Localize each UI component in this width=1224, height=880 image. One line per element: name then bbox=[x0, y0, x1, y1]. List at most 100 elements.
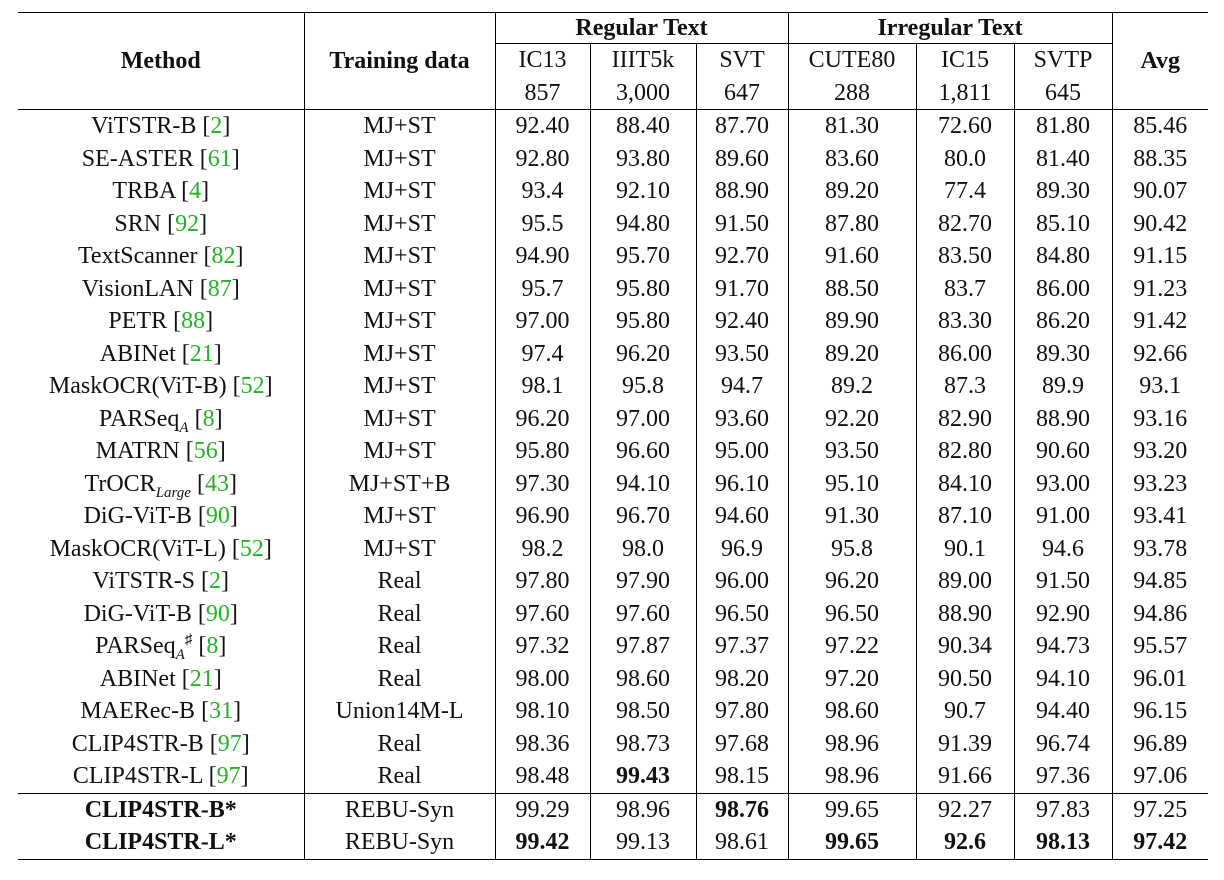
method-name: TRBA bbox=[112, 178, 176, 205]
score-cell: 89.00 bbox=[916, 565, 1015, 598]
citation-link[interactable]: 8 bbox=[206, 633, 219, 660]
method-cell: ABINet [21] bbox=[18, 337, 305, 370]
citation-link[interactable]: 82 bbox=[211, 243, 236, 270]
training-data-cell: Union14M-L bbox=[304, 695, 496, 728]
score-cell: 87.70 bbox=[696, 109, 789, 143]
score-cell: 89.9 bbox=[1014, 370, 1113, 403]
results-table-wrapper: Method Training data Regular Text Irregu… bbox=[18, 12, 1209, 860]
score-cell: 92.80 bbox=[495, 142, 591, 175]
score-cell: 88.90 bbox=[916, 597, 1015, 630]
score-cell: 98.50 bbox=[590, 695, 697, 728]
score-cell: 91.30 bbox=[788, 500, 917, 533]
score-cell: 96.20 bbox=[590, 337, 697, 370]
header-training-data: Training data bbox=[304, 12, 496, 110]
training-data-cell: MJ+ST bbox=[304, 435, 496, 468]
avg-cell: 88.35 bbox=[1133, 145, 1188, 172]
table-row: SRN [92] MJ+ST 95.5 94.80 91.50 87.80 82.70 85.… bbox=[18, 207, 1208, 240]
training-data-cell: MJ+ST bbox=[304, 175, 496, 208]
method-superscript: ♯ bbox=[184, 632, 193, 649]
citation-link[interactable]: 52 bbox=[240, 373, 265, 400]
citation-link[interactable]: 52 bbox=[239, 535, 264, 562]
table-row: MAERec-B [31] Union14M-L 98.10 98.50 97.80 98… bbox=[18, 695, 1208, 728]
score-cell: 99.65 bbox=[788, 792, 917, 826]
score-cell: 96.00 bbox=[696, 565, 789, 598]
avg-cell: 93.23 bbox=[1133, 470, 1188, 497]
training-data-cell: MJ+ST bbox=[304, 207, 496, 240]
score-cell: 96.9 bbox=[696, 532, 789, 565]
table-row: CLIP4STR-B* REBU-Syn 99.29 98.96 98.76 99.65 9… bbox=[18, 792, 1209, 826]
citation-link[interactable]: 43 bbox=[204, 470, 229, 497]
citation-link[interactable]: 87 bbox=[207, 275, 232, 302]
score-cell: 87.10 bbox=[916, 500, 1015, 533]
training-data-cell: MJ+ST bbox=[304, 370, 496, 403]
score-cell: 95.70 bbox=[590, 240, 697, 273]
method-name: TrOCR bbox=[84, 470, 156, 497]
score-cell: 93.50 bbox=[696, 337, 789, 370]
method-cell: ABINet [21] bbox=[18, 662, 305, 695]
score-cell: 92.70 bbox=[696, 240, 789, 273]
training-data-cell: REBU-Syn bbox=[304, 826, 496, 859]
score-cell: 84.10 bbox=[916, 467, 1015, 500]
header-count-svt: 647 bbox=[696, 76, 789, 110]
avg-cell: 85.46 bbox=[1133, 113, 1188, 140]
citation-link[interactable]: 8 bbox=[202, 405, 215, 432]
method-name: ABINet bbox=[99, 340, 176, 367]
header-col-ic15: IC15 bbox=[916, 43, 1015, 77]
method-cell: TrOCRLarge [43] bbox=[18, 467, 305, 501]
citation-link[interactable]: 97 bbox=[217, 730, 242, 757]
citation-link[interactable]: 2 bbox=[210, 113, 223, 140]
score-cell: 88.90 bbox=[1014, 402, 1113, 435]
score-cell: 98.2 bbox=[495, 532, 591, 565]
citation-link[interactable]: 90 bbox=[205, 600, 230, 627]
citation-link[interactable]: 56 bbox=[193, 438, 218, 465]
score-cell: 72.60 bbox=[916, 109, 1015, 143]
header-col-svtp: SVTP bbox=[1014, 43, 1113, 77]
score-cell: 93.60 bbox=[696, 402, 789, 435]
score-cell: 98.36 bbox=[495, 727, 591, 760]
method-cell: CLIP4STR-L [97] bbox=[18, 760, 305, 793]
score-cell: 86.00 bbox=[916, 337, 1015, 370]
training-data-cell: MJ+ST bbox=[304, 305, 496, 338]
table-row: CLIP4STR-L [97] Real 98.48 99.43 98.15 98.96 9… bbox=[18, 760, 1208, 793]
citation-link[interactable]: 21 bbox=[189, 665, 214, 692]
score-cell: 82.90 bbox=[916, 402, 1015, 435]
method-cell: ViTSTR-S [2] bbox=[18, 565, 305, 598]
score-cell: 89.2 bbox=[788, 370, 917, 403]
score-cell: 93.4 bbox=[495, 175, 591, 208]
score-cell: 92.90 bbox=[1014, 597, 1113, 630]
avg-cell: 93.1 bbox=[1139, 373, 1182, 400]
score-cell: 83.7 bbox=[916, 272, 1015, 305]
score-cell: 97.00 bbox=[495, 305, 591, 338]
score-cell: 92.40 bbox=[696, 305, 789, 338]
score-cell: 82.70 bbox=[916, 207, 1015, 240]
score-cell: 98.60 bbox=[788, 695, 917, 728]
score-cell: 98.1 bbox=[495, 370, 591, 403]
citation-link[interactable]: 4 bbox=[189, 178, 202, 205]
citation-link[interactable]: 31 bbox=[209, 698, 234, 725]
citation-link[interactable]: 2 bbox=[209, 568, 222, 595]
score-cell: 91.50 bbox=[696, 207, 789, 240]
method-subscript: Large bbox=[155, 484, 191, 501]
table-row: MaskOCR(ViT-L) [52] MJ+ST 98.2 98.0 96.9 95.8… bbox=[18, 532, 1208, 565]
citation-link[interactable]: 92 bbox=[175, 210, 200, 237]
table-row: ABINet [21] MJ+ST 97.4 96.20 93.50 89.20 86.00… bbox=[18, 337, 1208, 370]
citation-link[interactable]: 88 bbox=[181, 308, 206, 335]
avg-cell: 93.41 bbox=[1133, 503, 1188, 530]
avg-cell: 97.42 bbox=[1133, 829, 1188, 856]
citation-link[interactable]: 90 bbox=[205, 503, 230, 530]
score-cell: 94.60 bbox=[696, 500, 789, 533]
score-cell: 90.50 bbox=[916, 662, 1015, 695]
citation-link[interactable]: 97 bbox=[216, 763, 241, 790]
score-cell: 94.73 bbox=[1014, 630, 1113, 663]
avg-cell: 97.25 bbox=[1112, 792, 1209, 826]
method-name: DiG-ViT-B bbox=[83, 600, 192, 627]
citation-link[interactable]: 61 bbox=[207, 145, 232, 172]
table-row: CLIP4STR-L* REBU-Syn 99.42 99.13 98.61 99.65 9… bbox=[18, 826, 1208, 859]
score-cell: 98.00 bbox=[495, 662, 591, 695]
results-body: ViTSTR-B [2] MJ+ST 92.40 88.40 87.70 81.30 72.… bbox=[18, 109, 1209, 859]
table-row: ViTSTR-S [2] Real 97.80 97.90 96.00 96.20 89.0… bbox=[18, 565, 1208, 598]
score-cell: 88.40 bbox=[590, 109, 697, 143]
citation-link[interactable]: 21 bbox=[189, 340, 214, 367]
score-cell: 86.00 bbox=[1014, 272, 1113, 305]
training-data-cell: MJ+ST bbox=[304, 337, 496, 370]
